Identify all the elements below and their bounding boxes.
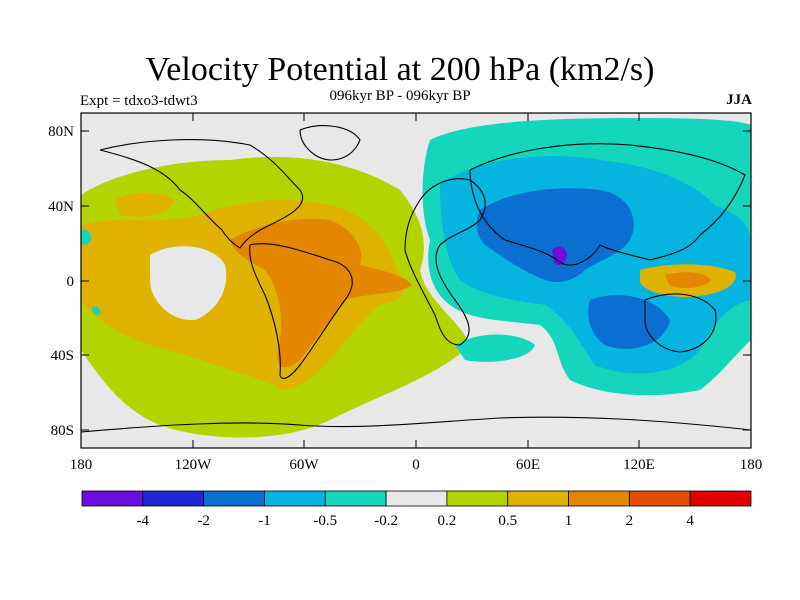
lon-tick-label: 180 — [70, 457, 93, 473]
negative-blob-pacific — [81, 229, 92, 245]
lat-tick-label: 40S — [51, 348, 74, 364]
colorbar-label: -2 — [197, 513, 210, 529]
colorbar-swatch — [568, 490, 630, 507]
colorbar-swatch — [385, 490, 448, 507]
colorbar-swatch — [203, 490, 265, 507]
lat-axis: 80N 40N 0 40S 80S — [48, 124, 751, 439]
lon-axis: 180 120W 60W 0 60E 120E 180 — [70, 113, 763, 473]
positive-region-3 — [230, 218, 412, 368]
colorbar-label: 1 — [565, 513, 573, 529]
colorbar-label: -0.5 — [313, 513, 337, 529]
coastlines — [81, 125, 751, 433]
europe-africa-coast — [404, 178, 486, 346]
lon-tick-label: 60W — [289, 457, 319, 473]
lat-tick-label: 40N — [48, 199, 74, 215]
colorbar-swatch — [324, 490, 387, 507]
lon-tick-label: 60E — [516, 457, 540, 473]
colorbar-swatch — [446, 490, 509, 507]
lon-tick-label: 180 — [740, 457, 763, 473]
colorbar-label: 0.5 — [498, 513, 517, 529]
colorbar-swatch — [142, 490, 205, 507]
contour-field — [81, 113, 751, 448]
colorbar-label: 2 — [626, 513, 634, 529]
colorbar-label: -0.2 — [374, 513, 398, 529]
lon-tick-label: 0 — [412, 457, 420, 473]
season-label: JJA — [726, 92, 752, 108]
neutral-hole-pacific — [150, 246, 227, 321]
colorbar-swatch — [81, 490, 144, 507]
colorbar-swatch — [264, 490, 326, 507]
experiment-label: Expt = tdxo3-tdwt3 — [80, 93, 198, 109]
positive-region-pacific-core — [665, 272, 712, 288]
lon-tick-label: 120E — [623, 457, 655, 473]
greenland-coast — [299, 125, 361, 161]
negative-region-4 — [552, 246, 567, 266]
colorbar-swatch — [507, 490, 569, 507]
antarctica-coast — [81, 416, 751, 433]
negative-region-1b — [455, 334, 535, 362]
lat-tick-label: 80N — [48, 124, 74, 140]
colorbar-label: -1 — [258, 513, 271, 529]
colorbar-swatch — [689, 490, 752, 507]
south-america-coast — [249, 243, 353, 379]
eurasia-coast — [469, 143, 746, 266]
north-america-coast — [99, 138, 303, 249]
colorbar: -4 -2 -1 -0.5 -0.2 0.2 0.5 1 2 4 — [81, 490, 752, 529]
colorbar-swatch — [628, 490, 691, 507]
positive-region-2b — [115, 192, 175, 217]
map-subtitle: 096kyr BP - 096kyr BP — [329, 88, 471, 104]
colorbar-label: -4 — [137, 513, 150, 529]
lat-tick-label: 0 — [67, 274, 75, 290]
negative-blob-pacific-2 — [92, 306, 101, 316]
colorbar-label: 0.2 — [438, 513, 457, 529]
lat-tick-label: 80S — [51, 423, 74, 439]
lon-tick-label: 120W — [175, 457, 213, 473]
colorbar-label: 4 — [686, 513, 694, 529]
australia-coast — [644, 293, 717, 353]
map-title: Velocity Potential at 200 hPa (km2/s) — [145, 51, 655, 88]
negative-region-3 — [476, 188, 634, 282]
